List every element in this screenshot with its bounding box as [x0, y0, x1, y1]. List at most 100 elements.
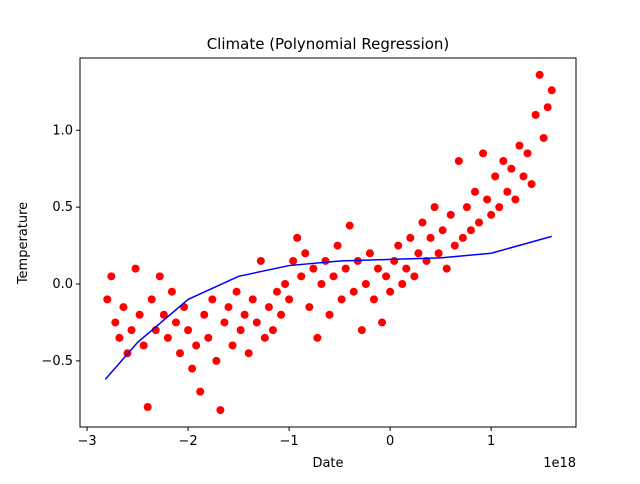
point: [539, 133, 548, 142]
point: [365, 249, 374, 258]
point: [511, 195, 520, 204]
point: [248, 295, 257, 304]
point: [200, 310, 209, 319]
point: [313, 333, 322, 342]
plot-frame: [79, 57, 577, 428]
point: [301, 249, 310, 258]
x-offset-label: 1e18: [543, 456, 576, 471]
point: [466, 226, 475, 235]
point: [341, 264, 350, 273]
point: [208, 295, 217, 304]
point: [495, 203, 504, 212]
point: [268, 326, 277, 335]
point: [325, 310, 334, 319]
point: [349, 287, 358, 296]
point: [414, 249, 423, 258]
point: [119, 303, 128, 312]
point: [543, 103, 552, 112]
point: [479, 149, 488, 158]
point: [192, 341, 201, 350]
point: [281, 280, 290, 289]
y-tick-label: 0.5: [52, 200, 73, 215]
point: [454, 157, 463, 166]
point: [224, 303, 233, 312]
point: [483, 195, 492, 204]
point: [442, 264, 451, 273]
point: [297, 272, 306, 281]
point: [212, 356, 221, 365]
point: [430, 203, 439, 212]
point: [462, 203, 471, 212]
point: [244, 349, 253, 358]
point: [458, 233, 467, 242]
point: [143, 403, 152, 412]
point: [115, 333, 124, 342]
point: [487, 210, 496, 219]
point: [406, 233, 415, 242]
point: [135, 310, 144, 319]
point: [204, 333, 213, 342]
point: [317, 280, 326, 289]
x-axis-label: Date: [312, 456, 343, 471]
point: [390, 256, 399, 265]
point: [260, 333, 269, 342]
point: [264, 303, 273, 312]
point: [305, 303, 314, 312]
point: [289, 256, 298, 265]
point: [188, 364, 197, 373]
point: [519, 172, 528, 181]
point: [236, 326, 245, 335]
point: [103, 295, 112, 304]
point: [527, 180, 536, 189]
point: [228, 341, 237, 350]
point: [277, 310, 286, 319]
chart-title: Climate (Polynomial Regression): [207, 35, 450, 53]
point: [345, 221, 354, 230]
point: [159, 310, 168, 319]
point: [374, 264, 383, 273]
x-tick-label: 0: [386, 434, 394, 449]
point: [434, 249, 443, 258]
point: [285, 295, 294, 304]
point: [446, 210, 455, 219]
point: [394, 241, 403, 250]
point: [402, 264, 411, 273]
regression-line: [104, 235, 552, 380]
x-tick-label: 1: [487, 434, 495, 449]
point: [503, 187, 512, 196]
point: [382, 272, 391, 281]
point: [535, 70, 544, 79]
point: [131, 264, 140, 273]
point: [127, 326, 136, 335]
point: [426, 233, 435, 242]
point: [220, 318, 229, 327]
point: [410, 272, 419, 281]
point: [155, 272, 164, 281]
point: [252, 318, 261, 327]
point: [147, 295, 156, 304]
point: [171, 318, 180, 327]
point: [361, 280, 370, 289]
point: [547, 86, 556, 95]
point: [531, 110, 540, 119]
point: [333, 241, 342, 250]
y-tick-label: 1.0: [52, 123, 73, 138]
point: [196, 387, 205, 396]
point: [272, 287, 281, 296]
point: [321, 256, 330, 265]
point: [184, 326, 193, 335]
point: [470, 187, 479, 196]
point: [167, 287, 176, 296]
point: [369, 295, 378, 304]
point: [256, 256, 265, 265]
point: [438, 226, 447, 235]
x-tick-label: −3: [77, 434, 96, 449]
x-tick-label: −2: [179, 434, 198, 449]
point: [398, 280, 407, 289]
point: [139, 341, 148, 350]
point: [240, 310, 249, 319]
y-tick-label: −0.5: [41, 354, 73, 369]
point: [232, 287, 241, 296]
point: [515, 141, 524, 150]
